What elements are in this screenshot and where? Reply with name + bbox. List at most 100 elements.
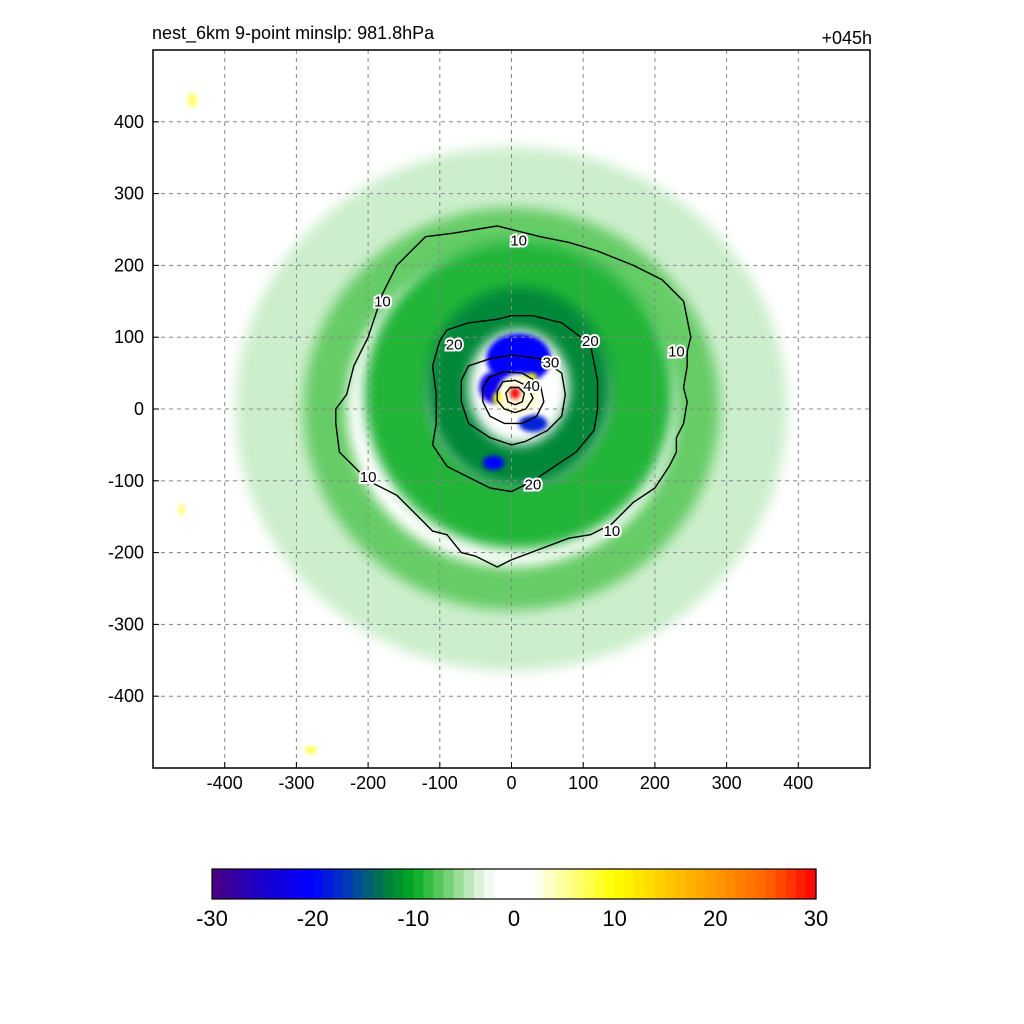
- y-tick-label: 100: [114, 327, 144, 347]
- colorbar-swatch: [604, 869, 616, 899]
- colorbar-swatch: [473, 869, 485, 899]
- x-tick-label: 200: [640, 773, 670, 793]
- field-blob-6: [518, 414, 548, 432]
- x-tick-label: -100: [422, 773, 458, 793]
- colorbar-swatch: [725, 869, 737, 899]
- contour-40-4: [496, 379, 534, 414]
- colorbar-swatch: [282, 869, 294, 899]
- colorbar-swatch: [554, 869, 565, 899]
- field-blob-12: [188, 93, 197, 108]
- field-blob-7: [482, 455, 505, 471]
- colorbar-swatch: [675, 869, 686, 899]
- colorbar-swatch: [775, 869, 787, 899]
- y-tick-label: -200: [108, 543, 144, 563]
- contour-label: 10: [360, 469, 377, 486]
- colorbar-tick-label: -20: [297, 906, 329, 931]
- contour-inner-3: [482, 371, 545, 425]
- colorbar-swatch: [715, 869, 726, 899]
- field-blob-11: [510, 387, 521, 399]
- y-tick-label: 300: [114, 184, 144, 204]
- x-tick-label: 400: [783, 773, 813, 793]
- field-blob-14: [305, 746, 317, 754]
- colorbar-tick-label: 30: [804, 906, 828, 931]
- colorbar-swatch: [785, 869, 797, 899]
- colorbar-swatch: [765, 869, 777, 899]
- y-tick-label: -100: [108, 471, 144, 491]
- contour-10-0: [335, 225, 692, 568]
- colorbar-swatch: [755, 869, 767, 899]
- colorbar-swatch: [735, 869, 747, 899]
- field-ring-3: [425, 286, 612, 488]
- colorbar-swatch: [685, 869, 696, 899]
- contour-30-2: [460, 354, 566, 446]
- colorbar-swatch: [544, 869, 555, 899]
- colorbar-swatch: [524, 869, 535, 899]
- colorbar-labels: -30 -20 -10 0 10 20 30: [196, 906, 828, 931]
- colorbar-swatch: [222, 869, 233, 899]
- colorbar-swatch: [312, 869, 324, 899]
- colorbar-swatch: [514, 869, 525, 899]
- colorbar-swatch: [634, 869, 646, 899]
- colorbar-swatch: [342, 869, 354, 899]
- colorbar-swatch: [352, 869, 364, 899]
- colorbar-tick-label: -10: [397, 906, 429, 931]
- x-tick-label: 0: [506, 773, 516, 793]
- colorbar-swatch: [433, 869, 445, 899]
- colorbar-swatch: [665, 869, 676, 899]
- contour-label: 30: [543, 354, 560, 371]
- colorbar-swatch: [242, 869, 253, 899]
- colorbar-swatch: [302, 869, 314, 899]
- colorbar-swatch: [383, 869, 394, 899]
- colorbar-swatch: [423, 869, 435, 899]
- colorbar-tick-label: 0: [508, 906, 520, 931]
- contour-label: 10: [604, 523, 621, 540]
- chart-time-label: +045h: [821, 28, 872, 48]
- colorbar-tick-label: -30: [196, 906, 228, 931]
- colorbar-swatch: [272, 869, 284, 899]
- y-tick-label: -400: [108, 686, 144, 706]
- colorbar-swatch: [614, 869, 626, 899]
- y-tick-label: -300: [108, 614, 144, 634]
- contour-label: 20: [525, 476, 542, 493]
- contour-label: 20: [582, 333, 599, 350]
- colorbar-swatch: [292, 869, 304, 899]
- colorbar-swatch: [232, 869, 243, 899]
- colorbar-swatch: [363, 869, 374, 899]
- colorbar-swatch: [624, 869, 636, 899]
- y-tick-label: 0: [134, 399, 144, 419]
- colorbar-swatch: [574, 869, 586, 899]
- colorbar-swatch: [413, 869, 424, 899]
- colorbar-swatch: [252, 869, 263, 899]
- colorbar-swatch: [564, 869, 575, 899]
- contour-label: 10: [668, 344, 685, 361]
- colorbar-swatch: [534, 869, 545, 899]
- y-axis: 400 300 200 100 0 -100 -200 -300 -400: [108, 112, 159, 706]
- field-blob-13: [178, 503, 186, 516]
- y-tick-label: 400: [114, 112, 144, 132]
- colorbar-swatch: [332, 869, 344, 899]
- colorbar-swatch: [584, 869, 596, 899]
- contour-inner-5: [505, 386, 526, 406]
- colorbar-swatch: [705, 869, 716, 899]
- colorbar-swatch: [493, 869, 505, 899]
- x-tick-label: 300: [712, 773, 742, 793]
- contour-label: 40: [523, 378, 540, 395]
- x-tick-label: -300: [278, 773, 314, 793]
- colorbar-swatch: [644, 869, 656, 899]
- contour-label: 10: [374, 293, 391, 310]
- y-tick-label: 200: [114, 255, 144, 275]
- colorbar-swatch: [654, 869, 666, 899]
- colorbar-swatch: [745, 869, 757, 899]
- colorbar-swatch: [373, 869, 384, 899]
- x-tick-label: 100: [568, 773, 598, 793]
- colorbar-swatch: [403, 869, 414, 899]
- contour-20-1: [431, 315, 599, 493]
- colorbar-tick-label: 10: [602, 906, 626, 931]
- field-blob-4: [486, 333, 551, 384]
- colorbar-swatch: [805, 869, 817, 899]
- field-blob-10: [525, 373, 538, 381]
- x-tick-label: -200: [350, 773, 386, 793]
- field-ring-2: [364, 240, 673, 549]
- colorbar-swatch: [262, 869, 273, 899]
